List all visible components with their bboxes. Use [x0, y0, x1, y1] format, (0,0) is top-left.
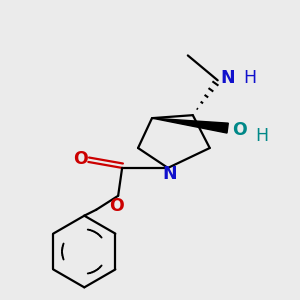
Text: H: H [244, 69, 257, 87]
Polygon shape [152, 118, 228, 133]
Text: N: N [163, 165, 177, 183]
Text: O: O [73, 150, 88, 168]
Text: H: H [256, 127, 268, 145]
Text: O: O [109, 197, 124, 215]
Text: N: N [220, 69, 235, 87]
Text: O: O [232, 121, 247, 139]
